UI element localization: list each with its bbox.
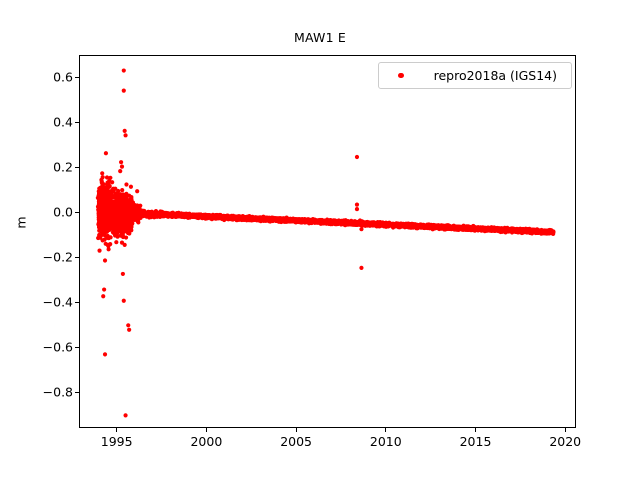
y-tick-label: 0.6 (53, 69, 73, 85)
y-tick-label: −0.4 (42, 294, 73, 310)
page-title: MAW1 E (293, 30, 347, 45)
x-tick-label: 2020 (549, 434, 582, 449)
x-tick-mark (295, 428, 297, 432)
legend-label: repro2018a (IGS14) (433, 68, 558, 83)
x-tick-label: 2010 (369, 434, 402, 449)
scatter-plot-canvas (95, 68, 556, 418)
y-tick-mark (75, 76, 79, 79)
x-tick-label: 2015 (459, 434, 492, 449)
x-tick-label: 2005 (280, 434, 312, 449)
y-tick-mark (75, 256, 79, 258)
y-axis-label: m (13, 216, 29, 229)
y-tick-mark (75, 391, 79, 393)
x-tick-label: 1995 (100, 434, 133, 449)
x-tick-mark (205, 428, 207, 432)
legend-marker-icon (398, 72, 404, 79)
y-tick-label: −0.6 (42, 339, 73, 355)
y-tick-mark (75, 121, 79, 123)
y-tick-label: 0.4 (53, 114, 73, 130)
scatter-series-repro2018a (95, 68, 556, 418)
y-tick-label: −0.2 (42, 249, 73, 265)
y-tick-mark (75, 211, 79, 213)
x-tick-mark (116, 428, 118, 432)
x-tick-mark (385, 428, 387, 432)
x-tick-label: 2000 (190, 434, 223, 449)
y-tick-label: −0.8 (42, 384, 73, 400)
y-tick-label: 0.2 (53, 159, 73, 175)
y-tick-label: 0.0 (53, 204, 73, 220)
plot-axes (79, 55, 576, 428)
y-tick-mark (75, 346, 79, 348)
y-tick-mark (75, 166, 79, 168)
legend[interactable]: repro2018a (IGS14) (378, 62, 572, 89)
x-tick-mark (564, 428, 566, 432)
y-tick-mark (75, 301, 79, 303)
x-tick-mark (475, 428, 477, 432)
